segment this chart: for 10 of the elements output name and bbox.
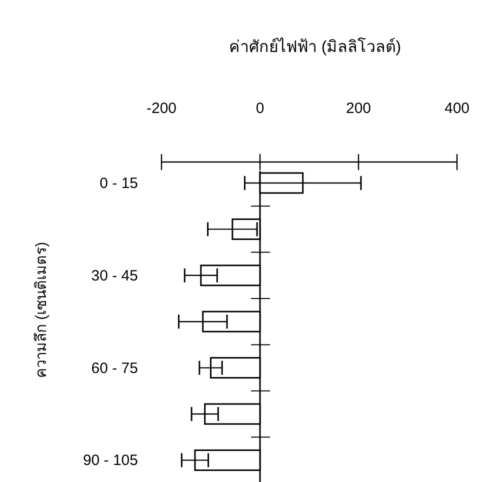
- y-axis-title: ความลึก (เซนติเมตร): [33, 242, 50, 378]
- y-tick-label: 60 - 75: [91, 360, 138, 377]
- y-tick-label: 30 - 45: [91, 267, 138, 284]
- y-tick-label: 90 - 105: [82, 452, 138, 470]
- x-tick-label: 0: [256, 100, 264, 117]
- x-axis-title: ค่าศักย์ไฟฟ้า (มิลลิโวลต์): [228, 37, 402, 56]
- x-tick-label: 400: [444, 100, 470, 117]
- y-tick-label: 0 - 15: [100, 175, 138, 192]
- x-tick-label: 200: [346, 100, 372, 117]
- x-tick-label: -200: [146, 100, 177, 117]
